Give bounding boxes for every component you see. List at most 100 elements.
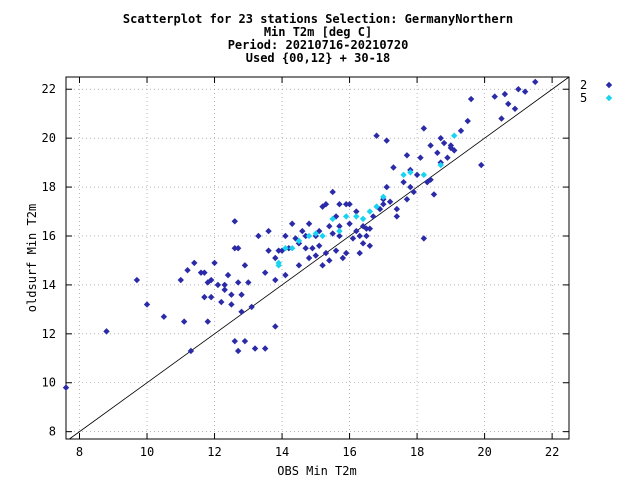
data-point-series-2 [430, 191, 438, 198]
data-point-series-5 [451, 132, 458, 139]
plot-frame [65, 76, 570, 440]
data-point-series-5 [353, 213, 360, 220]
data-point-series-5 [380, 193, 387, 201]
data-point-series-2 [336, 232, 343, 240]
data-point-series-2 [336, 223, 343, 230]
data-point-series-2 [180, 318, 188, 325]
data-point-series-2 [248, 303, 255, 311]
data-point-series-2 [315, 242, 323, 249]
axis-ticks: 8 10 12 14 16 18 20 22 8 10 12 14 16 18 20 22 [42, 77, 569, 459]
data-point-series-2 [386, 198, 394, 205]
y-tick-label: 8 [49, 425, 56, 439]
data-point-series-2 [285, 245, 293, 252]
data-point-series-2 [420, 125, 428, 132]
x-tick-label: 22 [545, 445, 559, 459]
data-point-series-2 [197, 269, 205, 276]
data-point-series-2 [346, 200, 353, 208]
data-point-series-2 [231, 245, 238, 252]
data-point-series-2 [143, 301, 151, 308]
title-line: Scatterplot for 23 stations Selection: G… [123, 12, 513, 26]
data-point-series-2 [221, 286, 228, 293]
diagonal-line [69, 76, 570, 440]
data-point-series-5 [373, 203, 380, 210]
data-point-series-2 [214, 281, 222, 289]
grid-lines [66, 77, 569, 439]
data-point-series-5 [437, 161, 444, 169]
data-point-series-2 [464, 117, 471, 125]
data-point-series-2 [272, 276, 279, 284]
data-point-series-2 [363, 225, 370, 232]
data-point-series-2 [511, 105, 519, 112]
data-point-series-2 [133, 276, 141, 284]
data-point-series-2 [407, 183, 414, 191]
data-point-series-2 [366, 242, 374, 249]
data-point-series-2 [353, 227, 360, 235]
y-tick-label: 14 [42, 278, 56, 292]
data-point-series-2 [366, 225, 374, 232]
data-point-series-2 [467, 95, 475, 103]
data-point-series-2 [515, 86, 522, 93]
data-point-series-2 [417, 154, 424, 161]
data-point-series-5 [359, 215, 367, 223]
data-point-series-2 [322, 200, 330, 208]
data-point-series-2 [231, 218, 238, 225]
data-point-series-2 [288, 220, 296, 227]
data-point-series-2 [356, 249, 363, 257]
data-point-series-2 [261, 269, 269, 276]
data-point-series-2 [491, 93, 498, 100]
data-point-series-2 [440, 139, 448, 147]
data-point-series-2 [160, 313, 168, 320]
data-point-series-2 [231, 337, 238, 345]
data-point-series-5 [400, 171, 407, 179]
data-point-series-2 [305, 220, 313, 227]
data-point-series-2 [228, 291, 235, 298]
data-point-series-2 [275, 247, 282, 254]
data-point-series-2 [403, 152, 411, 159]
data-point-series-2 [322, 249, 330, 257]
data-point-series-2 [427, 176, 434, 183]
data-point-series-2 [207, 293, 215, 301]
data-point-series-2 [103, 328, 110, 335]
data-points [62, 78, 539, 391]
data-point-series-5 [275, 259, 282, 267]
data-point-series-2 [241, 337, 249, 345]
data-point-series-2 [309, 245, 316, 252]
data-point-series-2 [370, 213, 377, 220]
data-point-series-2 [498, 115, 505, 122]
legend-marker-5 [605, 94, 613, 102]
y-tick-label: 12 [42, 327, 56, 341]
data-point-series-2 [282, 271, 289, 279]
data-point-series-2 [272, 254, 279, 262]
x-axis-label: OBS Min T2m [277, 464, 356, 478]
data-point-series-2 [312, 252, 320, 259]
data-point-series-2 [265, 227, 272, 235]
data-point-series-2 [332, 247, 340, 254]
legend: 25 [580, 78, 613, 105]
data-point-series-2 [302, 232, 309, 240]
data-point-series-2 [261, 345, 269, 352]
data-point-series-2 [356, 232, 363, 240]
y-tick-label: 16 [42, 229, 56, 243]
title-line: Min T2m [deg C] [264, 25, 372, 39]
data-point-series-2 [505, 100, 512, 108]
data-point-series-2 [302, 245, 309, 252]
data-point-series-2 [336, 200, 343, 208]
data-point-series-2 [218, 298, 225, 306]
data-point-series-2 [339, 254, 347, 262]
y-tick-label: 20 [42, 131, 56, 145]
legend-label-2: 2 [580, 78, 587, 92]
data-point-series-5 [282, 245, 289, 252]
data-point-series-2 [211, 259, 218, 267]
data-point-series-2 [272, 323, 279, 330]
data-point-series-2 [437, 134, 444, 142]
data-point-series-2 [234, 347, 242, 355]
data-point-series-2 [447, 144, 455, 152]
data-point-series-2 [204, 318, 211, 325]
data-point-series-2 [326, 257, 333, 264]
data-point-series-2 [413, 171, 421, 179]
legend-marker-2 [605, 81, 613, 89]
data-point-series-5 [312, 230, 320, 237]
data-point-series-2 [201, 269, 208, 276]
data-point-series-2 [251, 345, 259, 352]
